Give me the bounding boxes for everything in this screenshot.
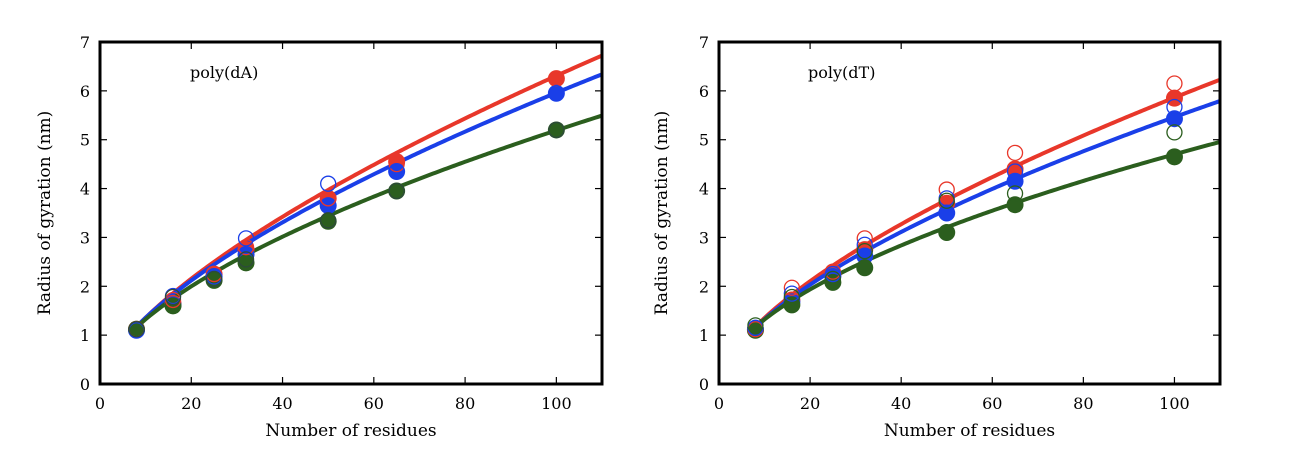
fit-curves (129, 53, 602, 334)
x-tick-label: 20 (800, 394, 820, 413)
y-axis-title: Radius of gyration (nm) (35, 111, 55, 316)
data-points (746, 75, 1183, 339)
point-blue-open (548, 85, 565, 102)
fit-curve-green-fit (129, 113, 602, 334)
x-tick-label: 100 (1159, 394, 1190, 413)
point-dark-open (548, 121, 565, 139)
point-red-open (1166, 75, 1183, 92)
fit-curve-blue-fit (129, 72, 602, 334)
point-blue-filled (547, 84, 565, 102)
y-axis-title: Radius of gyration (nm) (652, 111, 672, 316)
point-green-open (824, 270, 842, 288)
point-dark-open (128, 321, 145, 338)
plot-frame (98, 40, 604, 386)
point-blue-open (237, 230, 255, 247)
y-tick-label: 4 (80, 180, 90, 199)
point-green-filled (856, 259, 874, 277)
y-tick-label: 3 (699, 228, 709, 247)
point-green-filled (547, 121, 565, 139)
x-tick-label: 80 (455, 394, 475, 413)
point-green-open (1166, 124, 1183, 141)
point-dark-open (388, 182, 405, 200)
point-green-filled (1006, 196, 1024, 214)
point-green-filled (388, 182, 406, 200)
point-green-filled (938, 224, 956, 242)
point-dark-open (205, 270, 223, 288)
y-tick-label: 0 (80, 375, 90, 394)
panel-title: poly(dT) (808, 63, 875, 82)
x-tick-label: 0 (95, 394, 105, 413)
x-tick-label: 60 (364, 394, 384, 413)
point-red-filled (547, 70, 565, 88)
point-dark-open (320, 212, 337, 229)
point-blue-open (388, 163, 405, 180)
axis-ticks: 0 20 40 60 80 100 0 1 2 3 4 5 6 7 (699, 33, 1220, 413)
point-green-open (938, 192, 955, 209)
y-tick-label: 2 (699, 277, 709, 296)
axis-ticks: 0 20 40 60 80 100 0 1 2 3 4 5 6 7 (80, 33, 602, 413)
point-blue-open (1166, 98, 1183, 116)
x-axis-title: Number of residues (884, 421, 1055, 441)
point-red-open (856, 230, 873, 247)
x-axis-title: Number of residues (265, 421, 436, 441)
panel-title: poly(dA) (190, 63, 258, 82)
point-blue-open (1006, 163, 1024, 180)
y-tick-label: 6 (80, 82, 90, 101)
point-blue-open (783, 285, 801, 302)
point-green-filled (237, 254, 255, 272)
x-tick-label: 80 (1073, 394, 1093, 413)
y-tick-label: 6 (699, 82, 709, 101)
point-blue-filled (938, 204, 956, 222)
point-blue-open (320, 175, 337, 192)
point-green-open (747, 317, 764, 334)
x-tick-label: 40 (272, 394, 292, 413)
x-tick-label: 40 (891, 394, 911, 413)
fit-curves (748, 77, 1220, 334)
point-blue-filled (856, 247, 874, 265)
point-blue-filled (1165, 110, 1183, 128)
fit-curve-red-fit (129, 53, 602, 334)
y-tick-label: 7 (699, 33, 709, 52)
point-blue-open (856, 236, 873, 253)
point-green-open (1006, 185, 1024, 202)
plot-frame (717, 40, 1222, 386)
point-red-open (388, 155, 405, 173)
point-red-open (1006, 144, 1024, 162)
point-green-filled (1165, 148, 1183, 166)
fit-curve-red-fit (748, 77, 1220, 334)
point-red-open (237, 239, 255, 256)
fit-curve-blue-fit (748, 99, 1220, 334)
point-green-open (856, 242, 873, 260)
x-tick-label: 0 (714, 394, 724, 413)
point-red-open (783, 279, 801, 296)
point-dark-open (164, 288, 182, 306)
y-tick-label: 0 (699, 375, 709, 394)
point-green-open (783, 288, 801, 306)
y-tick-label: 5 (699, 131, 709, 150)
y-tick-label: 5 (80, 131, 90, 150)
panel-poly-dA: 0 20 40 60 80 100 0 1 2 3 4 5 6 7 poly(dA) Number of … (35, 33, 604, 441)
point-green-filled (128, 320, 146, 338)
x-tick-label: 20 (181, 394, 201, 413)
y-tick-label: 3 (80, 228, 90, 247)
panel-poly-dT: 0 20 40 60 80 100 0 1 2 3 4 5 6 7 poly(dT) Number of … (652, 33, 1222, 441)
point-green-filled (319, 212, 337, 230)
data-points (128, 70, 565, 339)
y-tick-label: 7 (80, 33, 90, 52)
y-tick-label: 4 (699, 180, 709, 199)
x-tick-label: 60 (982, 394, 1002, 413)
point-red-open (938, 181, 955, 198)
y-tick-label: 1 (80, 326, 90, 345)
point-red-filled (1165, 89, 1183, 107)
point-dark-open (237, 251, 255, 268)
point-blue-open (824, 265, 842, 283)
fit-curve-green-fit (748, 139, 1220, 333)
y-tick-label: 2 (80, 277, 90, 296)
x-tick-label: 100 (541, 394, 572, 413)
y-tick-label: 1 (699, 326, 709, 345)
